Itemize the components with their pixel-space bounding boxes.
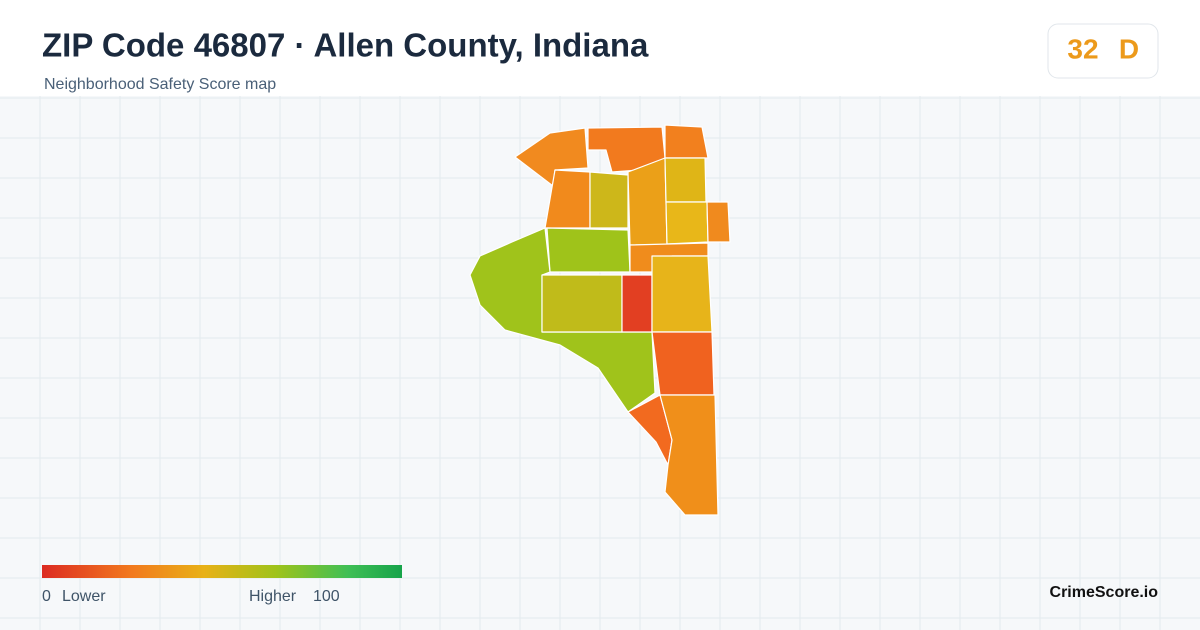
subtitle: Neighborhood Safety Score map: [44, 76, 276, 93]
zip-map: [469, 124, 731, 516]
legend-min: 0: [42, 588, 51, 605]
region: [621, 274, 653, 333]
brand: CrimeScore.io: [1050, 584, 1159, 601]
legend-max: 100: [313, 588, 340, 605]
region: [587, 126, 666, 173]
region: [651, 255, 713, 333]
region: [659, 394, 719, 516]
legend-max-label: Higher: [249, 588, 297, 605]
region: [541, 274, 623, 333]
badge-box: [1047, 23, 1159, 79]
region: [651, 331, 715, 396]
score: 32: [1067, 33, 1098, 64]
region: [665, 201, 709, 245]
grade: D: [1119, 33, 1139, 64]
region: [546, 227, 631, 273]
legend-gradient: [42, 565, 402, 578]
region: [706, 201, 731, 243]
score-badge: 32 D: [1047, 23, 1159, 79]
region: [589, 171, 629, 229]
legend-min-label: Lower: [62, 588, 106, 605]
region: [627, 157, 668, 246]
region: [664, 157, 707, 203]
title: ZIP Code 46807 · Allen County, Indiana: [42, 27, 649, 64]
legend: 0 Lower Higher 100: [42, 565, 402, 605]
region: [664, 124, 709, 159]
map-grid: [0, 96, 1200, 630]
header-band: [0, 0, 1200, 96]
